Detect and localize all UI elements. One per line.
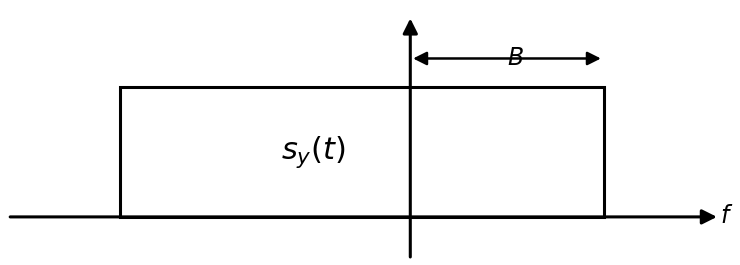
Text: $\mathit{B}$: $\mathit{B}$ <box>507 47 523 70</box>
Bar <box>120 87 604 217</box>
Text: $s_y(t)$: $s_y(t)$ <box>281 134 346 170</box>
Text: $\mathit{f}$: $\mathit{f}$ <box>720 205 733 228</box>
